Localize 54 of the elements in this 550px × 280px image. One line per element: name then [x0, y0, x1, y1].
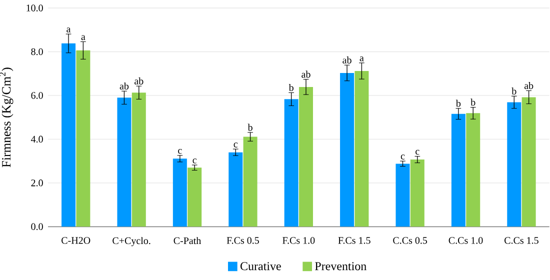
data-label: ab — [342, 56, 352, 64]
legend-label: Prevention — [315, 262, 366, 270]
data-label: b — [470, 98, 476, 106]
bar — [396, 164, 410, 227]
data-label: ab — [120, 82, 129, 90]
bar — [340, 72, 354, 227]
x-tick-label: C-H2O — [62, 237, 90, 244]
bar — [451, 114, 466, 227]
bar — [117, 98, 132, 227]
x-tick-label: C.Cs 0.5 — [393, 237, 428, 244]
data-label: c — [400, 154, 405, 160]
y-tick-label: 10.0 — [26, 4, 43, 12]
data-label: ab — [134, 77, 144, 84]
bar — [507, 102, 522, 227]
data-label: b — [288, 84, 294, 92]
y-tick-label: 4.0 — [30, 136, 43, 143]
data-label: b — [512, 87, 516, 95]
data-label: a — [66, 28, 71, 32]
data-label: c — [192, 158, 196, 164]
data-label: b — [248, 124, 252, 131]
x-tick-label: F.Cs 1.0 — [282, 237, 315, 244]
x-tick-label: C+Cyclo. — [112, 237, 150, 246]
data-label: ab — [524, 82, 534, 90]
bar — [284, 99, 298, 227]
data-label: c — [178, 148, 182, 154]
data-label: a — [81, 35, 86, 40]
bar — [188, 168, 202, 227]
x-tick-label: F.Cs 1.5 — [338, 237, 370, 244]
bar — [298, 86, 313, 227]
data-label: b — [456, 100, 461, 107]
data-label: c — [416, 150, 420, 155]
bar — [466, 113, 480, 227]
y-axis-title: Firmness (Kg/Cm$^{2}$) — [0, 68, 14, 168]
bar — [243, 136, 258, 227]
bar — [354, 70, 369, 227]
x-tick-label: C-Path — [174, 237, 202, 244]
data-label: c — [234, 142, 238, 148]
x-tick-label: C.Cs 1.0 — [448, 237, 483, 244]
bar — [132, 92, 146, 227]
y-tick-label: 0.0 — [31, 223, 43, 230]
y-tick-label: 8.0 — [31, 48, 43, 56]
bar — [62, 43, 76, 227]
bar — [410, 160, 424, 227]
bar — [76, 50, 90, 227]
x-tick-label: F.Cs 0.5 — [226, 237, 259, 244]
bar — [522, 97, 536, 227]
x-tick-label: C.Cs 1.5 — [504, 237, 538, 244]
bar — [228, 152, 243, 227]
legend-label: Curative — [240, 262, 281, 270]
data-label: a — [360, 56, 364, 62]
data-label: ab — [302, 70, 310, 78]
bar — [172, 158, 187, 227]
y-tick-label: 6.0 — [31, 92, 43, 99]
y-tick-label: 2.0 — [31, 180, 43, 186]
